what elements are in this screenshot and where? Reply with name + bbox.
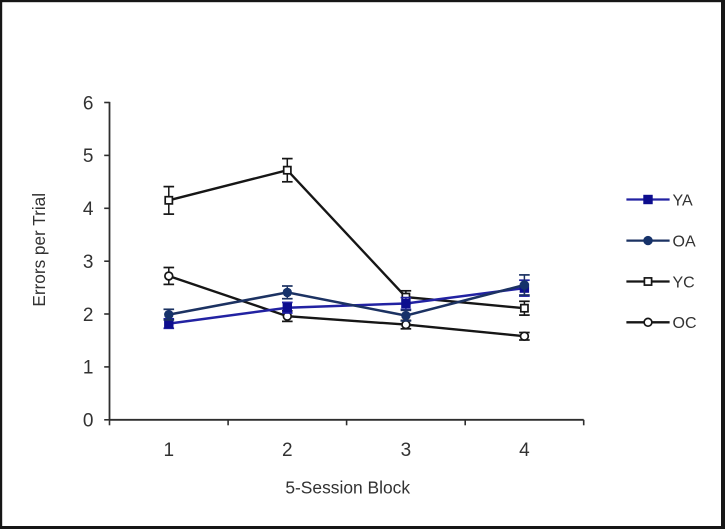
- svg-text:3: 3: [401, 440, 412, 461]
- svg-text:3: 3: [83, 252, 94, 273]
- svg-text:4: 4: [519, 440, 530, 461]
- svg-text:0: 0: [83, 411, 94, 432]
- svg-text:OC: OC: [673, 315, 697, 332]
- svg-text:1: 1: [83, 358, 94, 379]
- svg-text:YC: YC: [673, 274, 695, 291]
- svg-text:2: 2: [282, 440, 293, 461]
- svg-text:Errors per Trial: Errors per Trial: [29, 193, 49, 307]
- svg-text:2: 2: [83, 305, 94, 326]
- svg-text:4: 4: [83, 199, 94, 220]
- svg-text:5-Session Block: 5-Session Block: [285, 478, 410, 498]
- svg-text:6: 6: [83, 93, 94, 114]
- svg-text:5: 5: [83, 146, 94, 167]
- svg-text:YA: YA: [673, 192, 693, 209]
- svg-text:1: 1: [164, 440, 175, 461]
- svg-text:OA: OA: [673, 233, 696, 250]
